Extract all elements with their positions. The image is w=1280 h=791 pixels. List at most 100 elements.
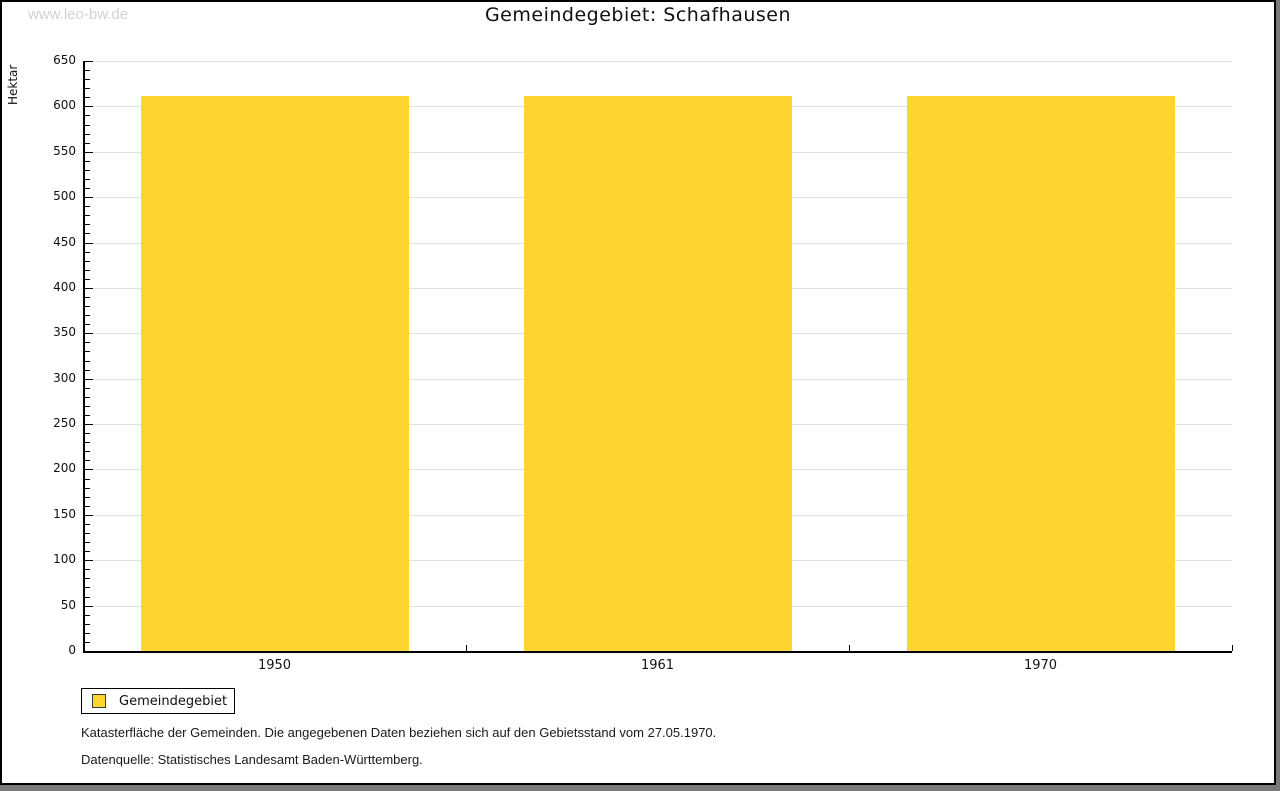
y-tick (85, 451, 90, 452)
y-axis-line (83, 61, 85, 653)
y-tick (85, 179, 90, 180)
y-tick (85, 606, 93, 607)
footnote-source-note: Katasterfläche der Gemeinden. Die angege… (81, 725, 717, 740)
y-tick (85, 134, 90, 135)
y-tick (85, 615, 90, 616)
bar (141, 96, 409, 651)
y-tick (85, 324, 90, 325)
y-tick (85, 79, 90, 80)
y-tick-label: 150 (53, 507, 76, 521)
y-tick (85, 379, 93, 380)
y-tick-label: 50 (60, 598, 76, 612)
y-tick (85, 270, 90, 271)
y-tick (85, 460, 90, 461)
x-tick (466, 645, 467, 651)
y-tick (85, 261, 90, 262)
legend-label: Gemeindegebiet (119, 693, 228, 709)
x-category-label: 1950 (257, 658, 292, 673)
y-gridline (83, 61, 1232, 62)
y-tick (85, 152, 93, 153)
y-tick (85, 315, 90, 316)
y-tick-label: 0 (68, 643, 76, 657)
y-tick (85, 188, 90, 189)
y-tick (85, 515, 93, 516)
y-tick (85, 424, 93, 425)
y-tick-label: 350 (53, 325, 76, 339)
y-tick (85, 61, 93, 62)
y-tick (85, 488, 90, 489)
x-tick (1232, 645, 1233, 651)
y-tick-label: 400 (53, 280, 76, 294)
bar (524, 96, 792, 651)
y-tick (85, 415, 90, 416)
y-tick (85, 106, 93, 107)
y-tick (85, 642, 90, 643)
y-tick (85, 288, 93, 289)
y-tick (85, 569, 90, 570)
y-tick (85, 215, 90, 216)
y-tick-label: 650 (53, 53, 76, 67)
y-tick (85, 342, 90, 343)
y-tick (85, 633, 90, 634)
y-tick (85, 524, 90, 525)
y-tick (85, 206, 90, 207)
y-tick (85, 115, 90, 116)
y-tick-label: 500 (53, 189, 76, 203)
y-tick-label: 100 (53, 552, 76, 566)
y-tick-label: 300 (53, 371, 76, 385)
y-tick (85, 233, 90, 234)
y-tick (85, 497, 90, 498)
y-tick (85, 442, 90, 443)
legend: Gemeindegebiet (81, 688, 235, 714)
y-tick (85, 197, 93, 198)
y-tick-label: 450 (53, 235, 76, 249)
y-tick (85, 170, 90, 171)
y-tick (85, 597, 90, 598)
x-category-label: 1961 (640, 658, 675, 673)
y-tick (85, 433, 90, 434)
y-tick (85, 651, 93, 652)
y-tick (85, 361, 90, 362)
y-tick (85, 125, 90, 126)
y-tick (85, 479, 90, 480)
x-category-label: 1970 (1023, 658, 1058, 673)
y-tick-label: 600 (53, 98, 76, 112)
y-tick (85, 161, 90, 162)
y-tick (85, 333, 93, 334)
y-tick (85, 469, 93, 470)
y-tick-label: 550 (53, 144, 76, 158)
y-tick (85, 297, 90, 298)
y-tick-label: 250 (53, 416, 76, 430)
y-tick (85, 560, 93, 561)
y-tick (85, 370, 90, 371)
chart-title: Gemeindegebiet: Schafhausen (484, 4, 792, 26)
y-tick (85, 578, 90, 579)
y-tick (85, 551, 90, 552)
watermark: www.leo-bw.de (28, 6, 129, 23)
y-tick (85, 70, 90, 71)
y-tick (85, 97, 90, 98)
y-tick (85, 587, 90, 588)
y-tick (85, 397, 90, 398)
x-tick (83, 645, 84, 651)
x-tick (849, 645, 850, 651)
y-tick (85, 388, 90, 389)
y-tick (85, 143, 90, 144)
y-tick (85, 306, 90, 307)
y-tick (85, 243, 93, 244)
y-tick (85, 351, 90, 352)
y-tick (85, 533, 90, 534)
legend-swatch-icon (92, 694, 106, 708)
y-tick (85, 406, 90, 407)
x-axis-line (83, 651, 1232, 653)
y-tick (85, 224, 90, 225)
y-tick (85, 542, 90, 543)
y-tick (85, 252, 90, 253)
footnote-data-source: Datenquelle: Statistisches Landesamt Bad… (81, 752, 423, 767)
y-tick (85, 506, 90, 507)
bar (907, 96, 1175, 651)
y-tick-label: 200 (53, 461, 76, 475)
